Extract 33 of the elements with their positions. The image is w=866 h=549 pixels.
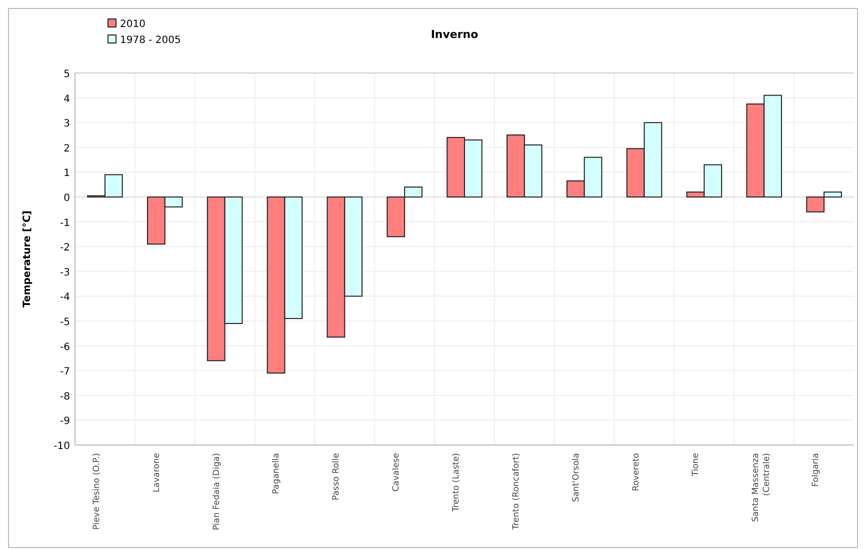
x-tick-label: Tione (691, 453, 702, 478)
y-tick-label: -4 (60, 292, 70, 304)
x-tick-label: Pian Fedaia (Diga) (212, 453, 222, 530)
x-tick-label: Sant'Orsola (571, 453, 582, 502)
x-tick-label: Pieve Tesino (O.P.) (92, 453, 102, 530)
x-tick-label: Rovereto (631, 453, 642, 492)
y-tick-label: 3 (64, 118, 70, 130)
y-tick-label: -9 (60, 416, 70, 428)
y-tick-label: -10 (54, 441, 70, 452)
y-tick-label: -1 (60, 218, 70, 229)
x-tick-label: Trento (Laste) (452, 453, 462, 513)
y-tick-label: 0 (64, 193, 70, 204)
x-tick-label: Lavarone (152, 453, 162, 492)
legend-label: 2010 (120, 19, 146, 30)
y-tick-label: -5 (60, 317, 70, 328)
y-tick-label: -6 (60, 342, 70, 353)
x-tick-label: Passo Rolle (332, 453, 342, 500)
y-tick-label: 4 (64, 94, 70, 105)
legend-label: 1978 - 2005 (120, 35, 181, 46)
x-tick-label: Folgaria (811, 453, 822, 487)
x-tick-label: Trento (Roncafort) (511, 453, 522, 531)
y-axis-title: Temperature [°C] (22, 210, 33, 308)
y-tick-label: 1 (64, 168, 70, 180)
y-tick-label: -8 (60, 391, 70, 402)
x-tick-label: Paganella (272, 453, 282, 494)
y-tick-label: 2 (64, 143, 70, 154)
y-tick-label: -3 (60, 267, 70, 278)
chart-title: Inverno (430, 28, 479, 41)
y-tick-label: -7 (60, 366, 70, 378)
y-tick-label: -2 (60, 242, 70, 254)
x-tick-label: Santa Massenza (Centrale) (751, 453, 772, 522)
y-tick-label: 5 (64, 69, 70, 80)
x-tick-label: Cavalese (392, 453, 402, 492)
